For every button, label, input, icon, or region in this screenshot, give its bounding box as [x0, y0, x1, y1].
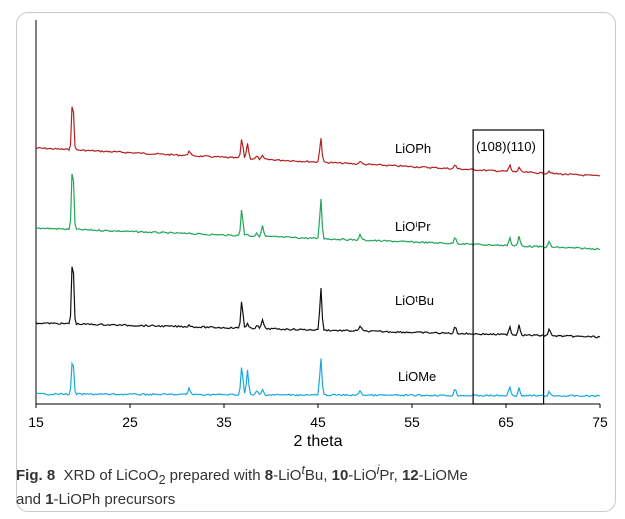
- x-tick-label: 65: [498, 414, 514, 430]
- caption-num-1: 1: [45, 491, 54, 508]
- xrd-chart: 15 25 35 45 55 65 75 LiOPh LiOⁱPr LiOᵗBu LiOMe (1…: [28, 20, 608, 450]
- caption-p2-sup: i: [376, 463, 380, 477]
- series-line: [35, 106, 601, 177]
- series-label: LiOⁱPr: [395, 219, 431, 234]
- series-line: [35, 266, 601, 339]
- caption-num-8: 8: [264, 467, 274, 484]
- series-layer: LiOPh LiOⁱPr LiOᵗBu LiOMe: [35, 106, 601, 398]
- series-label: LiOPh: [395, 141, 431, 156]
- x-ticks: 15 25 35 45 55 65 75: [28, 404, 608, 430]
- figure-caption: Fig. 8 XRD of LiCoO2 prepared with 8-LiO…: [16, 460, 611, 510]
- caption-text-2: prepared with: [165, 467, 265, 484]
- series-line: [35, 358, 601, 398]
- series-label: LiOᵗBu: [395, 293, 434, 308]
- caption-p3: -LiOMe: [418, 467, 468, 484]
- caption-num-12: 12: [401, 467, 419, 484]
- caption-sub: 2: [158, 473, 166, 487]
- caption-p2a: -LiO: [348, 467, 377, 484]
- caption-fig-label: Fig. 8: [16, 467, 56, 484]
- caption-p2b: Pr,: [379, 467, 402, 484]
- caption-p1a: -LiO: [273, 467, 302, 484]
- series-label: LiOMe: [398, 369, 436, 384]
- x-tick-label: 45: [310, 414, 326, 430]
- caption-num-10: 10: [331, 467, 349, 484]
- caption-p1b: Bu,: [304, 467, 332, 484]
- x-tick-label: 75: [592, 414, 608, 430]
- figure-card: [16, 12, 616, 512]
- x-axis-label: 2 theta: [294, 433, 343, 450]
- peak-annotation: (108)(110): [476, 139, 536, 154]
- caption-text: XRD of LiCoO: [63, 467, 159, 484]
- caption-line2b: -LiOPh precursors: [53, 491, 176, 508]
- caption-line2a: and: [16, 491, 46, 508]
- x-tick-label: 25: [122, 414, 138, 430]
- x-tick-label: 35: [216, 414, 232, 430]
- x-tick-label: 15: [28, 414, 44, 430]
- series-line: [35, 173, 600, 251]
- x-tick-label: 55: [404, 414, 420, 430]
- peak-highlight-box: [472, 129, 545, 405]
- caption-p1-sup: t: [301, 463, 305, 477]
